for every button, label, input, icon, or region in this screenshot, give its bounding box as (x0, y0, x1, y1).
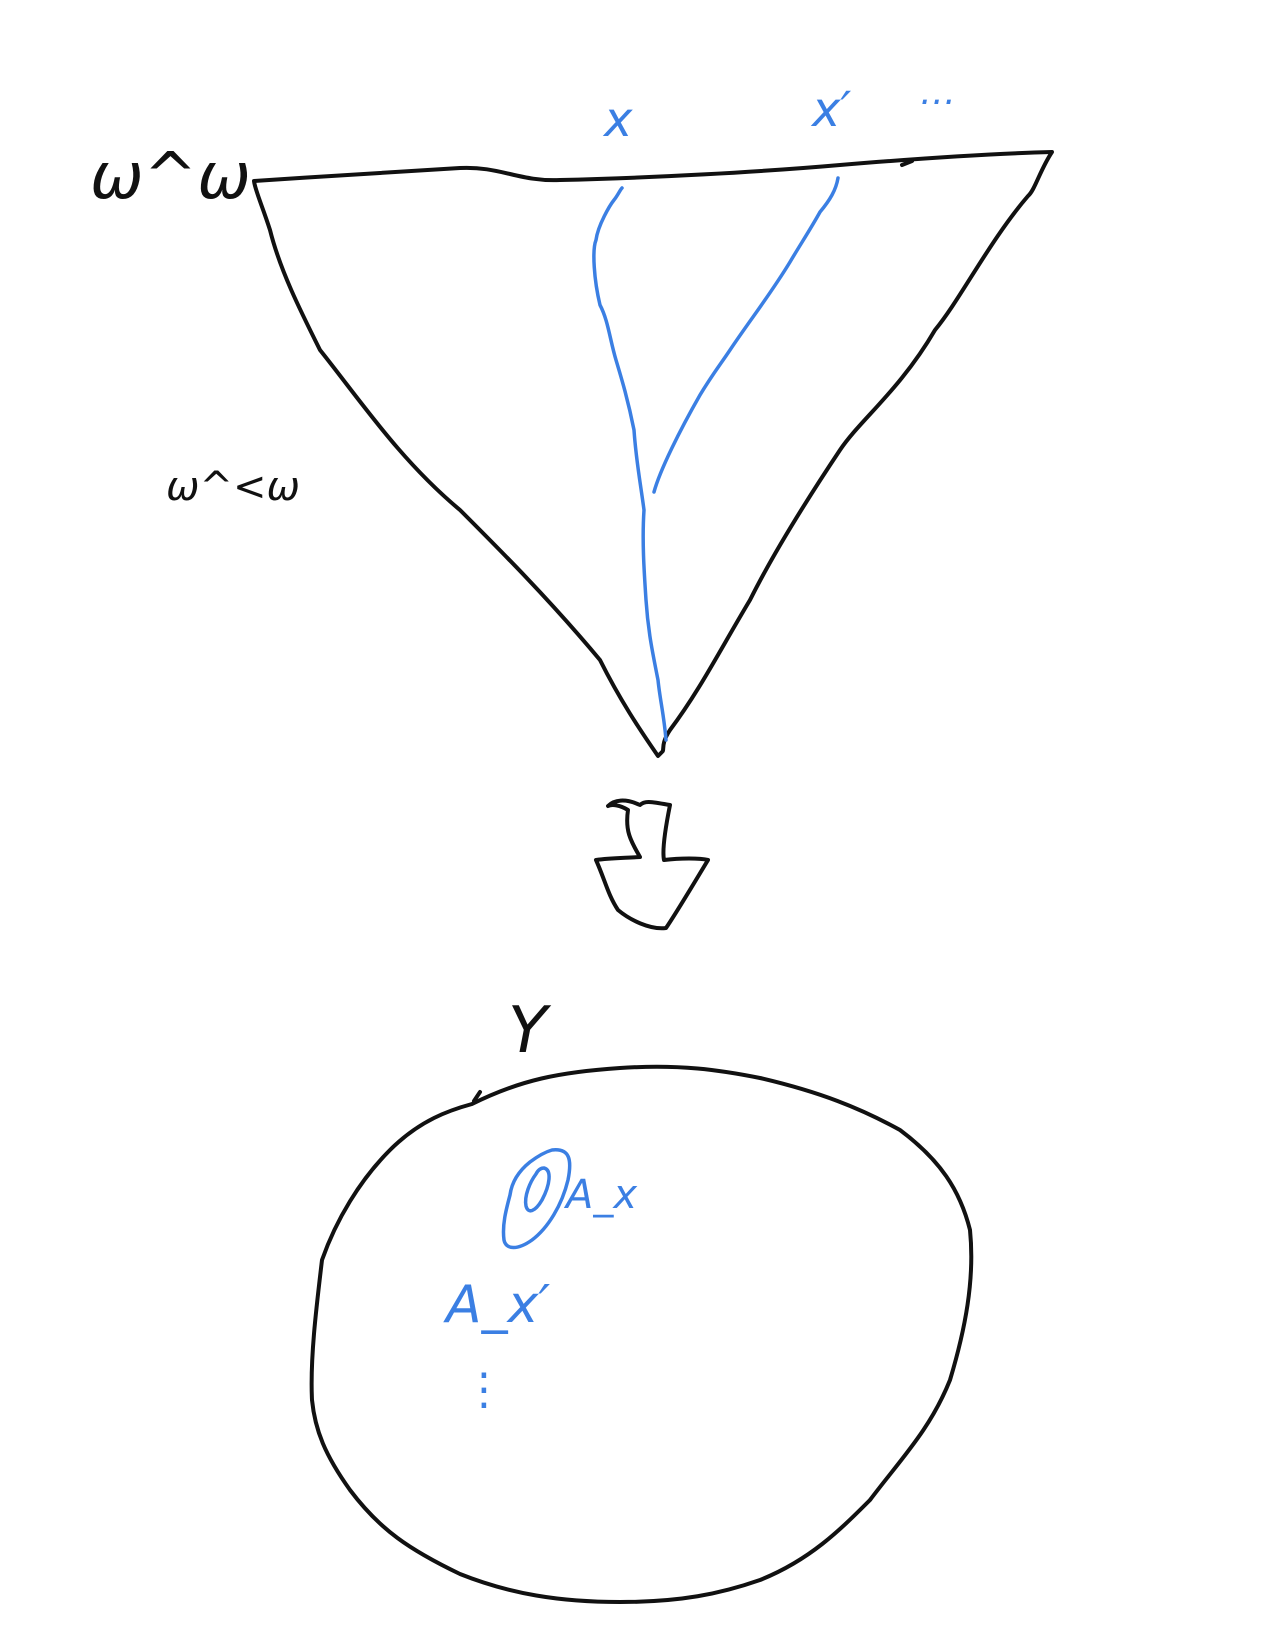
finite-sequences-label: ω^<ω (166, 464, 300, 510)
set-ax-label: A_x (563, 1172, 637, 1218)
branch-x-prime-path (654, 178, 838, 492)
down-arrow (596, 801, 708, 929)
space-y-ellipse (312, 1067, 972, 1602)
branch-x-prime-label: x′ (810, 82, 851, 138)
branch-x-label: x (602, 92, 633, 148)
space-label: Y (508, 994, 552, 1068)
baire-space-label: ω^ω (90, 140, 251, 214)
branch-x-path (594, 188, 666, 740)
more-sets-label: ⋮ (462, 1364, 506, 1415)
set-ax-outer-loop (503, 1150, 569, 1248)
set-ax-prime-label: A_x′ (443, 1275, 550, 1335)
more-branches-label: … (920, 72, 956, 113)
set-ax-inner-loop (526, 1168, 549, 1211)
tree-triangle (254, 152, 1052, 756)
